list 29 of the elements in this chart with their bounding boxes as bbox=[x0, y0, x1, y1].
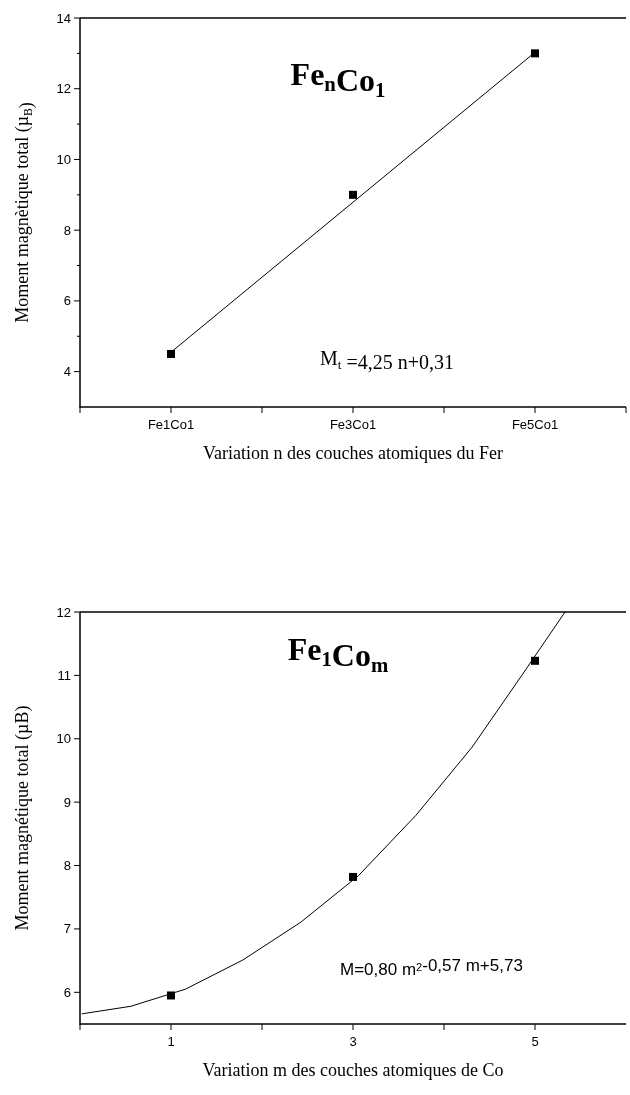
x-tick-label: 5 bbox=[531, 1034, 539, 1049]
x-tick-label: 1 bbox=[167, 1034, 175, 1049]
point bbox=[167, 349, 175, 358]
y-tick-label: 14 bbox=[56, 10, 71, 26]
y-tick-label: 6 bbox=[63, 293, 71, 309]
y-tick-label: 12 bbox=[56, 604, 71, 620]
x-axis-title: Variation n des couches atomiques du Fer bbox=[203, 443, 503, 463]
y-tick-label: 9 bbox=[63, 794, 71, 810]
y-tick-label: 4 bbox=[63, 364, 71, 380]
y-axis-title: Moment magnétique total (µB) bbox=[12, 705, 33, 931]
y-tick-label: 7 bbox=[63, 921, 71, 937]
y-tick-label: 11 bbox=[57, 667, 71, 683]
y-tick-label: 8 bbox=[63, 858, 71, 874]
y-tick-label: 10 bbox=[56, 731, 71, 747]
text: Fe$_{n}$Co$_{1}$ bbox=[290, 56, 386, 102]
y-tick-label: 12 bbox=[56, 81, 71, 97]
point bbox=[349, 190, 357, 199]
x-axis-title: Variation m des couches atomiques de Co bbox=[202, 1060, 504, 1080]
point bbox=[531, 49, 539, 58]
annotation: M=0,80 m$^{2}$-0,57 m+5,73 bbox=[340, 955, 523, 979]
x-tick-label: Fe5Co1 bbox=[511, 417, 559, 432]
text: Fe$_{1}$Co$_{m}$ bbox=[287, 631, 389, 677]
x-tick-label: Fe1Co1 bbox=[147, 417, 195, 432]
annotation: M$_{t}$ =4,25 n+0,31 bbox=[320, 347, 454, 373]
y-tick-label: 6 bbox=[63, 984, 71, 1000]
x-tick-label: Fe3Co1 bbox=[329, 417, 377, 432]
x-tick-label: 3 bbox=[349, 1034, 357, 1049]
y-tick-label: 8 bbox=[63, 222, 71, 238]
y-tick-label: 10 bbox=[56, 152, 71, 167]
